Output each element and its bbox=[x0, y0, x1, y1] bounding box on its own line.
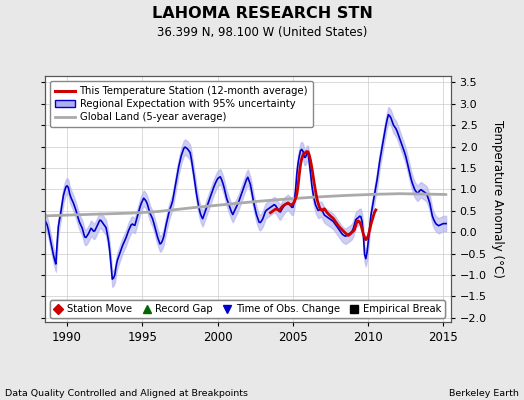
Text: Berkeley Earth: Berkeley Earth bbox=[449, 389, 519, 398]
Text: Data Quality Controlled and Aligned at Breakpoints: Data Quality Controlled and Aligned at B… bbox=[5, 389, 248, 398]
Text: LAHOMA RESEARCH STN: LAHOMA RESEARCH STN bbox=[151, 6, 373, 21]
Text: 36.399 N, 98.100 W (United States): 36.399 N, 98.100 W (United States) bbox=[157, 26, 367, 39]
Legend: Station Move, Record Gap, Time of Obs. Change, Empirical Break: Station Move, Record Gap, Time of Obs. C… bbox=[50, 300, 445, 318]
Y-axis label: Temperature Anomaly (°C): Temperature Anomaly (°C) bbox=[491, 120, 504, 278]
